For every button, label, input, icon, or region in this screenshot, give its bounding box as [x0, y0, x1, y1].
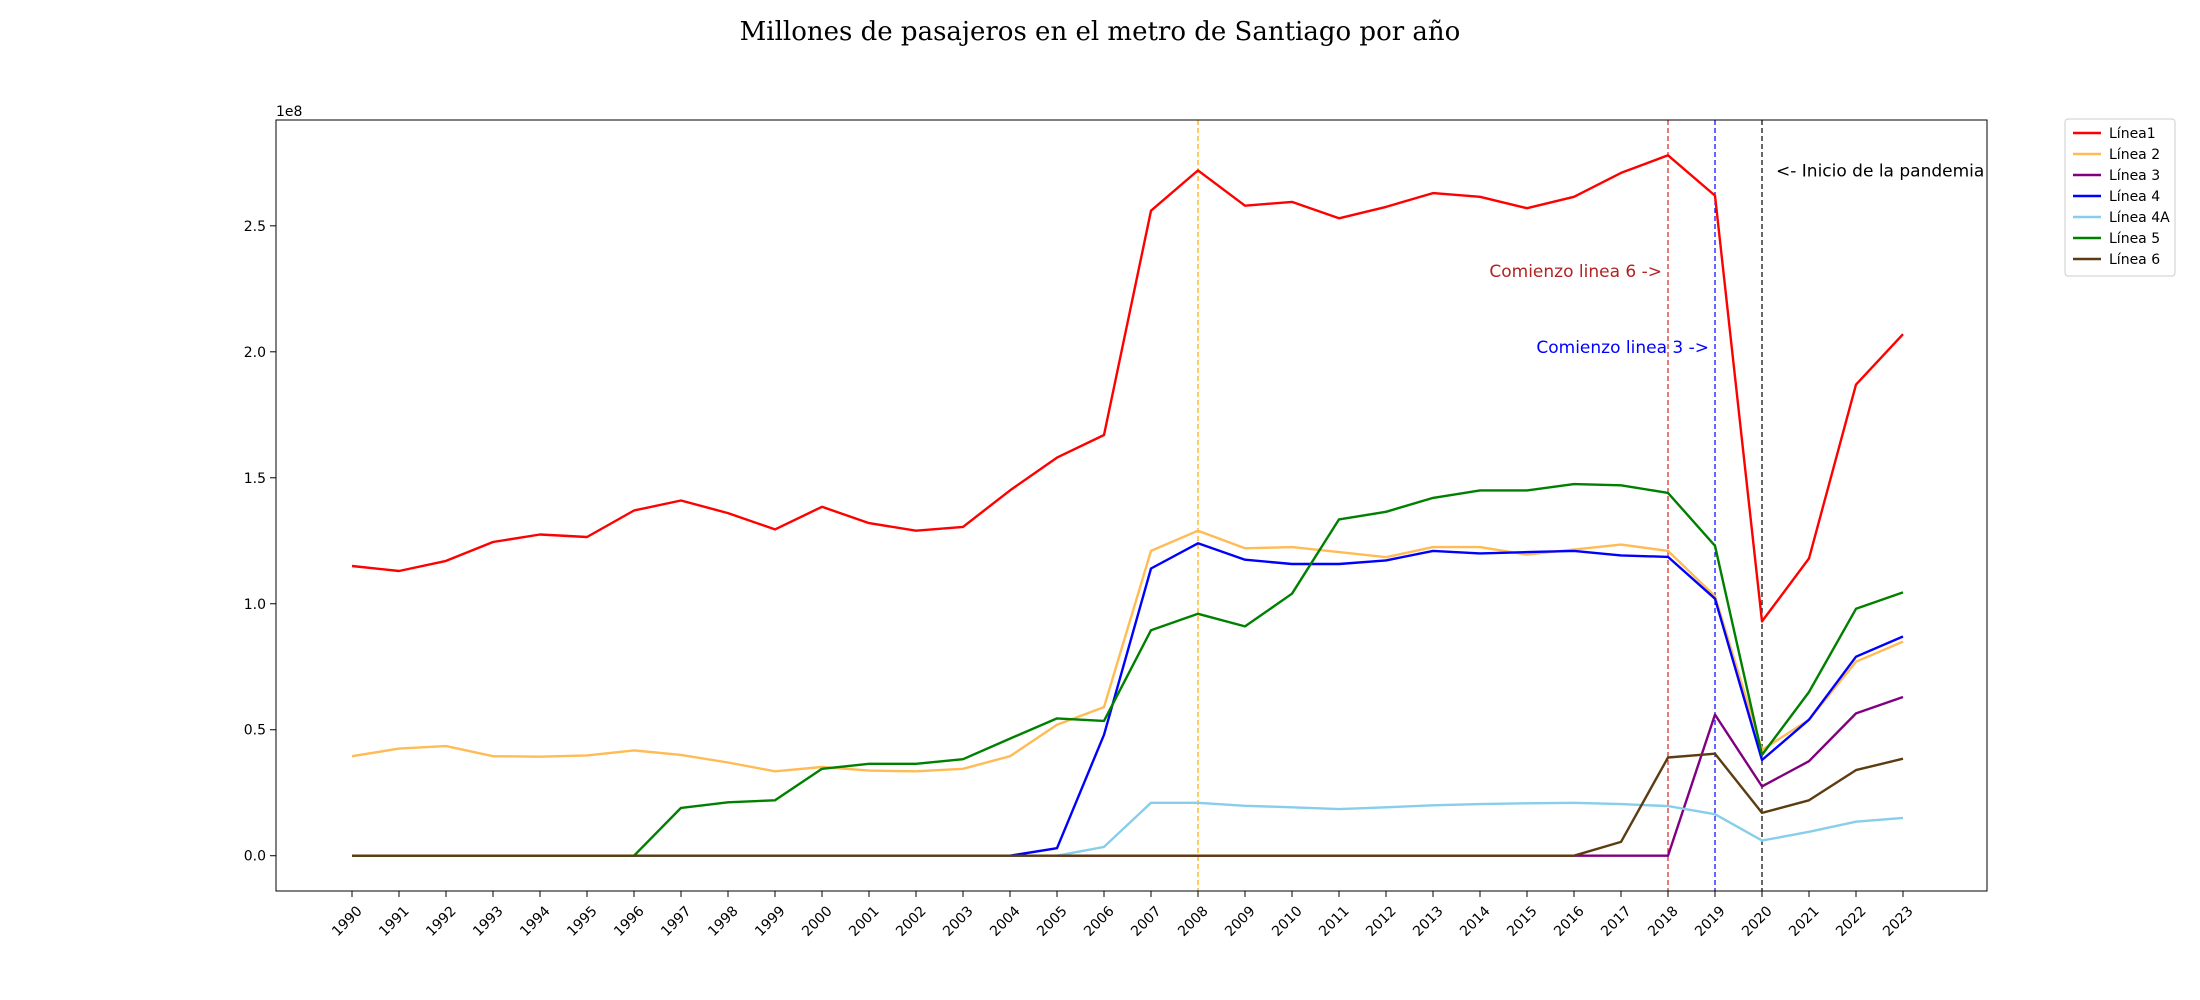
y-tick-label: 1.5: [244, 471, 266, 487]
series-line-2: [352, 695, 1904, 857]
x-tick-label: 1996: [611, 903, 648, 940]
series-line-5: [352, 482, 1904, 857]
y-tick-label: 2.0: [244, 345, 266, 361]
plot-area-frame: [275, 119, 1988, 892]
y-tick-label: 1.0: [244, 597, 266, 613]
vertical-markers: [1197, 120, 1763, 891]
x-tick-label: 2001: [846, 903, 883, 940]
x-tick-label: 1994: [517, 903, 554, 940]
x-tick-label: 2014: [1457, 903, 1494, 940]
x-tick-label: 2015: [1504, 903, 1541, 940]
x-tick-label: 1998: [705, 903, 742, 940]
legend-entry: Línea 4: [2109, 189, 2160, 205]
x-tick-label: 1992: [423, 903, 460, 940]
legend-entry: Línea 6: [2109, 252, 2160, 268]
x-tick-label: 2009: [1222, 903, 1259, 940]
x-tick-label: 2023: [1880, 903, 1917, 940]
x-tick-label: 2013: [1410, 903, 1447, 940]
x-tick-label: 2022: [1833, 903, 1870, 940]
x-tick-label: 2011: [1316, 903, 1353, 940]
legend-entry: Línea 2: [2109, 147, 2160, 163]
annotation-1: Comienzo linea 6 ->: [1489, 262, 1662, 282]
legend: Línea1 Línea 2 Línea 3 Línea 4 Línea 4A Línea…: [2064, 118, 2176, 277]
chart-title: Millones de pasajeros en el metro de San…: [740, 17, 1461, 47]
x-tick-label: 1990: [329, 903, 366, 940]
x-tick-label: 2007: [1128, 903, 1165, 940]
x-tick-label: 2020: [1739, 903, 1776, 940]
x-tick-label: 2018: [1645, 903, 1682, 940]
x-tick-label: 2012: [1363, 903, 1400, 940]
x-tick-label: 2021: [1786, 903, 1823, 940]
x-tick-label: 2006: [1081, 903, 1118, 940]
y-offset-text: 1e8: [276, 104, 302, 120]
series-line-6: [352, 752, 1904, 857]
series-line-0: [351, 154, 1904, 623]
x-tick-label: 2005: [1034, 903, 1071, 940]
legend-entry: Línea1: [2109, 126, 2156, 142]
x-tick-label: 2016: [1551, 903, 1588, 940]
series-line-3: [352, 542, 1904, 857]
y-tick-label: 0.0: [244, 849, 266, 865]
x-tick-label: 1995: [564, 903, 601, 940]
x-tick-label: 1999: [752, 903, 789, 940]
x-tick-label: 1997: [658, 903, 695, 940]
x-tick-label: 2017: [1598, 903, 1635, 940]
legend-entry: Línea 4A: [2109, 210, 2170, 226]
x-tick-label: 1993: [470, 903, 507, 940]
series-line-1: [351, 529, 1904, 773]
annotation-2: Comienzo linea 3 ->: [1536, 338, 1709, 358]
legend-entry: Línea 5: [2109, 231, 2160, 247]
y-axis: 0.0 0.5 1.0 1.5 2.0 2.5: [244, 219, 276, 865]
x-tick-label: 1991: [376, 903, 413, 940]
x-tick-label: 2008: [1175, 903, 1212, 940]
x-tick-label: 2002: [893, 903, 930, 940]
x-tick-label: 2004: [987, 903, 1024, 940]
series-lines: [351, 154, 1904, 857]
x-tick-label: 2003: [940, 903, 977, 940]
y-tick-label: 0.5: [244, 723, 266, 739]
y-tick-label: 2.5: [244, 219, 266, 235]
annotations: <- Inicio de la pandemia Comienzo linea 6…: [1489, 161, 1984, 357]
x-axis: 1990 1991 1992 1993 1994 1995 1996 1997 1998 1999…: [329, 891, 1917, 940]
x-tick-label: 2000: [799, 903, 836, 940]
legend-entry: Línea 3: [2109, 168, 2160, 184]
x-tick-label: 2010: [1269, 903, 1306, 940]
legend-box: [2064, 118, 2176, 277]
x-tick-label: 2019: [1692, 903, 1729, 940]
annotation-0: <- Inicio de la pandemia: [1776, 161, 1984, 181]
